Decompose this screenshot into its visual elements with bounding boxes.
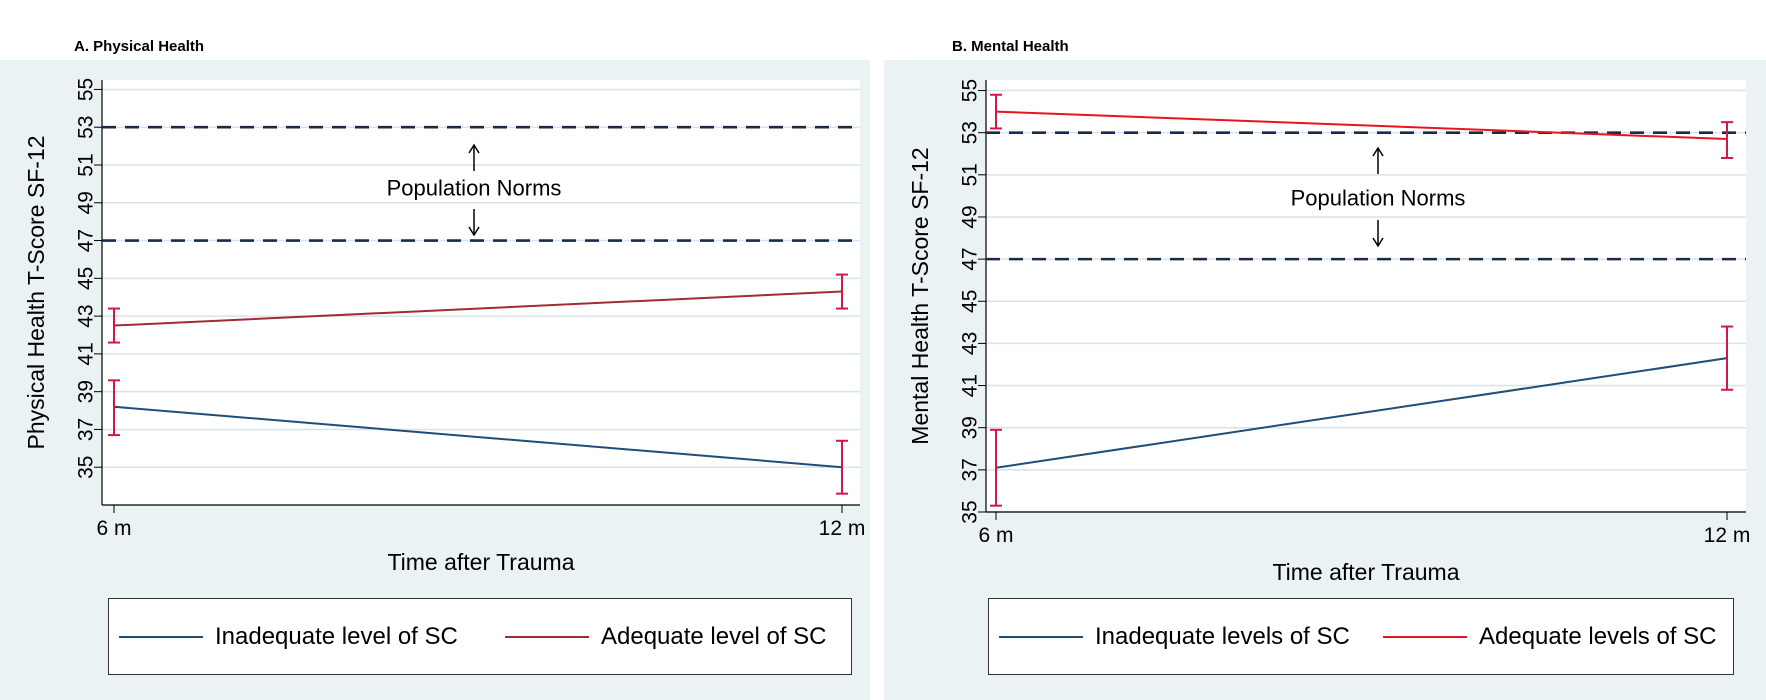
- legend-swatch-inadequate: [119, 635, 203, 638]
- y-axis-label: Mental Health T-Score SF-12: [907, 147, 933, 444]
- series-line-0: [995, 357, 1728, 469]
- y-tick-label: 49: [75, 191, 98, 214]
- legend-swatch-adequate: [505, 635, 589, 638]
- arrow-up-head: [1372, 146, 1384, 157]
- plot-area: [102, 80, 860, 505]
- y-tick-label: 35: [959, 500, 982, 523]
- series-line-1: [995, 110, 1728, 141]
- legend-swatch-adequate: [1383, 635, 1467, 638]
- x-tick-label: 6 m: [96, 517, 131, 540]
- legend-swatch-inadequate: [999, 635, 1083, 638]
- panel-a-legend: Inadequate level of SC Adequate level of…: [108, 598, 852, 675]
- legend-label-adequate: Adequate level of SC: [601, 622, 827, 650]
- legend-item-adequate: Adequate levels of SC: [1383, 599, 1716, 674]
- y-tick-label: 37: [959, 458, 982, 481]
- y-tick-label: 55: [75, 78, 98, 101]
- arrow-down-head: [1372, 237, 1384, 248]
- x-tick-label: 12 m: [819, 517, 866, 540]
- y-tick-label: 35: [75, 456, 98, 479]
- panel-b-title: B. Mental Health: [952, 38, 1069, 55]
- x-axis-label: Time after Trauma: [1272, 559, 1459, 585]
- y-tick-label: 39: [959, 416, 982, 439]
- arrow-up-head: [468, 143, 480, 154]
- y-tick-label: 53: [75, 116, 98, 139]
- series-line-1: [113, 290, 843, 327]
- legend-item-adequate: Adequate level of SC: [505, 599, 826, 674]
- y-tick-label: 41: [959, 374, 982, 397]
- y-tick-label: 43: [959, 332, 982, 355]
- y-tick-label: 41: [75, 342, 98, 365]
- y-tick-label: 47: [75, 229, 98, 252]
- population-norms-label: Population Norms: [1291, 186, 1466, 211]
- legend-label-inadequate: Inadequate level of SC: [215, 622, 458, 650]
- arrow-down-head: [468, 226, 480, 237]
- y-tick-label: 39: [75, 380, 98, 403]
- y-tick-label: 53: [959, 121, 982, 144]
- legend-item-inadequate: Inadequate level of SC: [119, 599, 458, 674]
- plot-area: [986, 80, 1746, 512]
- population-norms-label: Population Norms: [387, 176, 562, 201]
- legend-label-inadequate: Inadequate levels of SC: [1095, 622, 1350, 650]
- y-tick-label: 51: [75, 153, 98, 176]
- panel-b-legend: Inadequate levels of SC Adequate levels …: [988, 598, 1734, 675]
- series-line-0: [113, 405, 843, 469]
- y-tick-label: 45: [75, 267, 98, 290]
- x-tick-label: 12 m: [1704, 524, 1751, 547]
- legend-label-adequate: Adequate levels of SC: [1479, 622, 1717, 650]
- panel-a-title: A. Physical Health: [74, 38, 205, 55]
- y-axis-label: Physical Health T-Score SF-12: [23, 135, 49, 449]
- y-tick-label: 37: [75, 418, 98, 441]
- y-tick-label: 49: [959, 205, 982, 228]
- x-tick-label: 6 m: [978, 524, 1013, 547]
- legend-item-inadequate: Inadequate levels of SC: [999, 599, 1350, 674]
- y-tick-label: 45: [959, 290, 982, 313]
- y-tick-label: 43: [75, 304, 98, 327]
- y-tick-label: 51: [959, 163, 982, 186]
- y-tick-label: 55: [959, 79, 982, 102]
- x-axis-label: Time after Trauma: [387, 549, 574, 575]
- y-tick-label: 47: [959, 247, 982, 270]
